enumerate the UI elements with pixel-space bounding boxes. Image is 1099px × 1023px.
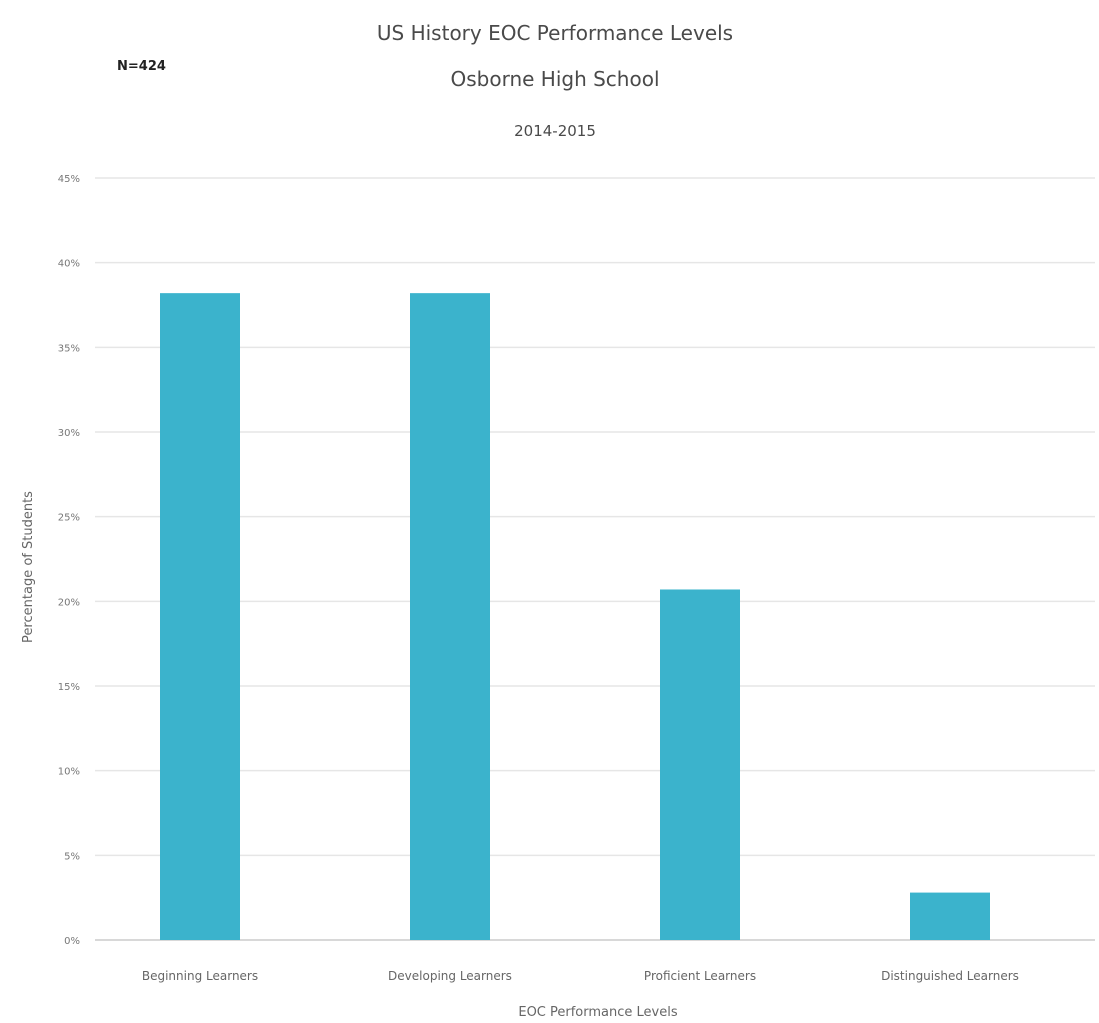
y-tick-label: 45% xyxy=(58,174,80,185)
y-tick-label: 40% xyxy=(58,259,80,270)
y-tick-label: 35% xyxy=(58,343,80,354)
y-tick-label: 30% xyxy=(58,428,80,439)
chart-title: US History EOC Performance Levels xyxy=(377,21,733,45)
y-tick-label: 10% xyxy=(58,767,80,778)
y-tick-label: 20% xyxy=(58,597,80,608)
x-axis-title: EOC Performance Levels xyxy=(518,1005,677,1020)
bar xyxy=(660,589,740,940)
bars xyxy=(160,293,990,940)
y-tick-label: 15% xyxy=(58,682,80,693)
bar xyxy=(910,892,990,940)
y-tick-label: 0% xyxy=(64,936,80,947)
sample-size-annotation: N=424 xyxy=(117,59,166,74)
y-tick-label: 5% xyxy=(64,851,80,862)
y-axis-title: Percentage of Students xyxy=(21,491,36,643)
gridlines xyxy=(95,177,1095,941)
chart-subtitle-year: 2014-2015 xyxy=(514,122,596,140)
x-category-label: Distinguished Learners xyxy=(881,969,1019,983)
y-tick-label: 25% xyxy=(58,513,80,524)
bar xyxy=(160,293,240,940)
x-category-label: Developing Learners xyxy=(388,969,512,983)
chart-subtitle-school: Osborne High School xyxy=(450,67,659,91)
x-category-label: Proficient Learners xyxy=(644,969,756,983)
bar xyxy=(410,293,490,940)
x-axis-categories: Beginning Learners Developing Learners Pro… xyxy=(142,969,1019,983)
x-category-label: Beginning Learners xyxy=(142,969,258,983)
y-axis-ticks: 0% 5% 10% 15% 20% 25% 30% 35% 40% 45% xyxy=(58,174,80,947)
